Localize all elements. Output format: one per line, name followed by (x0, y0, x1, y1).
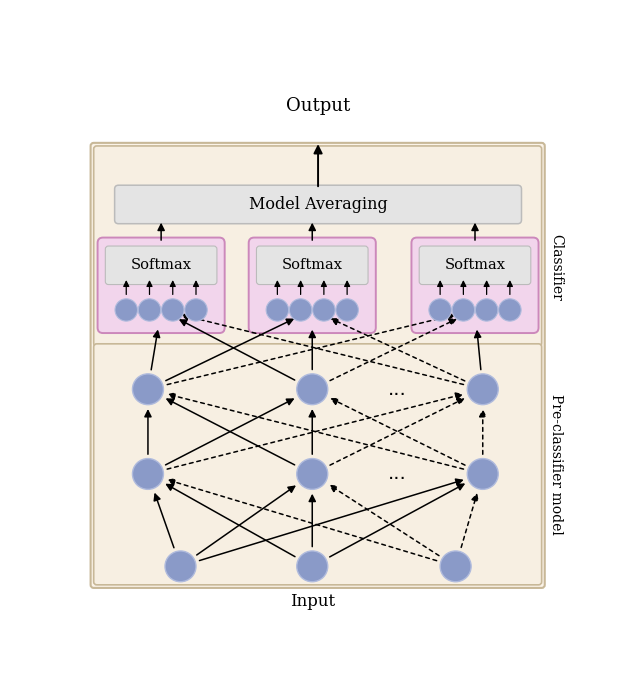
Circle shape (266, 299, 288, 321)
Text: Output: Output (286, 97, 350, 115)
Text: ...: ... (388, 380, 407, 399)
FancyBboxPatch shape (412, 237, 538, 333)
Text: Input: Input (290, 593, 335, 609)
Text: Pre-classifier model: Pre-classifier model (549, 393, 563, 534)
Circle shape (297, 374, 328, 404)
Circle shape (429, 299, 451, 321)
Text: Model Averaging: Model Averaging (249, 196, 387, 213)
Circle shape (475, 299, 498, 321)
Text: Softmax: Softmax (445, 258, 505, 273)
FancyBboxPatch shape (419, 246, 531, 284)
Text: ...: ... (388, 464, 407, 484)
Circle shape (336, 299, 359, 321)
FancyBboxPatch shape (94, 146, 542, 346)
Text: Softmax: Softmax (282, 258, 343, 273)
Text: Softmax: Softmax (131, 258, 191, 273)
Circle shape (185, 299, 207, 321)
Circle shape (452, 299, 475, 321)
FancyBboxPatch shape (98, 237, 225, 333)
Circle shape (115, 299, 137, 321)
FancyBboxPatch shape (105, 246, 217, 284)
Text: Classifier: Classifier (549, 234, 563, 301)
Circle shape (133, 374, 163, 404)
Circle shape (138, 299, 161, 321)
FancyBboxPatch shape (249, 237, 376, 333)
Circle shape (313, 299, 335, 321)
Circle shape (440, 551, 471, 582)
Circle shape (467, 374, 498, 404)
FancyBboxPatch shape (115, 185, 521, 224)
FancyBboxPatch shape (256, 246, 368, 284)
Circle shape (297, 551, 328, 582)
Circle shape (297, 459, 328, 489)
Circle shape (499, 299, 521, 321)
Circle shape (165, 551, 196, 582)
Circle shape (161, 299, 184, 321)
FancyBboxPatch shape (94, 344, 542, 585)
FancyBboxPatch shape (91, 143, 545, 588)
Circle shape (467, 459, 498, 489)
Circle shape (290, 299, 312, 321)
Circle shape (133, 459, 163, 489)
